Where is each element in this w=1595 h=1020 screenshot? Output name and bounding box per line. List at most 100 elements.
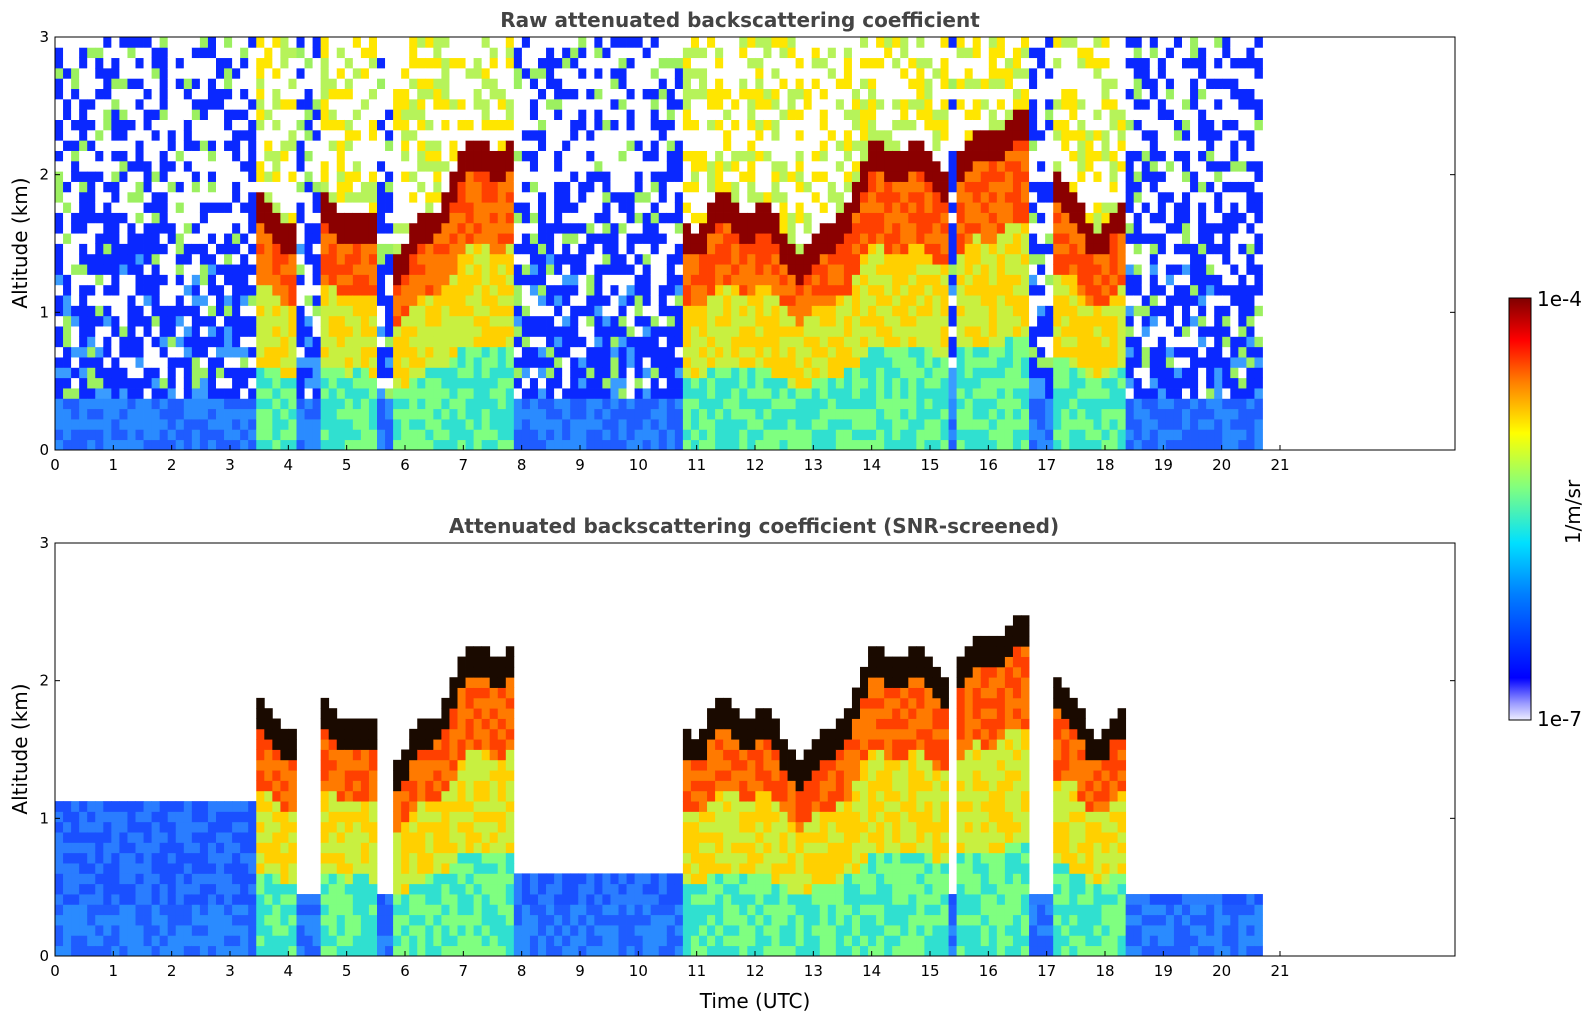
heatmap-cell bbox=[433, 367, 442, 379]
heatmap-cell bbox=[1004, 37, 1014, 48]
heatmap-cell bbox=[1012, 78, 1022, 90]
heatmap-cell bbox=[1037, 429, 1046, 441]
heatmap-cell bbox=[288, 119, 297, 131]
heatmap-cell bbox=[304, 37, 313, 48]
heatmap-cell bbox=[441, 47, 450, 59]
heatmap-cell bbox=[1045, 88, 1054, 100]
heatmap-cell bbox=[151, 150, 161, 162]
heatmap-cell bbox=[175, 253, 185, 265]
heatmap-cell bbox=[143, 439, 152, 451]
heatmap-cell bbox=[87, 388, 96, 399]
heatmap-cell bbox=[795, 429, 805, 441]
heatmap-cell bbox=[618, 171, 627, 182]
heatmap-cell bbox=[602, 253, 611, 265]
heatmap-cell bbox=[747, 357, 756, 368]
heatmap-cell bbox=[835, 78, 845, 90]
heatmap-cell bbox=[1037, 171, 1046, 182]
heatmap-cell bbox=[95, 253, 104, 265]
heatmap-cell bbox=[964, 212, 974, 224]
heatmap-cell bbox=[385, 233, 394, 244]
heatmap-cell bbox=[103, 326, 112, 337]
heatmap-cell bbox=[1037, 439, 1046, 451]
heatmap-cell bbox=[908, 346, 917, 358]
heatmap-cell bbox=[964, 315, 974, 327]
heatmap-cell bbox=[690, 295, 700, 306]
heatmap-cell bbox=[513, 295, 523, 306]
heatmap-cell bbox=[674, 284, 684, 296]
heatmap-cell bbox=[1029, 202, 1038, 213]
heatmap-cell bbox=[63, 439, 72, 451]
heatmap-cell bbox=[980, 408, 990, 420]
heatmap-cell bbox=[554, 419, 563, 430]
heatmap-cell bbox=[860, 408, 869, 420]
heatmap-cell bbox=[79, 150, 88, 162]
heatmap-cell bbox=[529, 47, 539, 59]
heatmap-cell bbox=[473, 212, 483, 224]
heatmap-cell bbox=[1037, 98, 1046, 110]
heatmap-cell bbox=[425, 305, 434, 317]
heatmap-cell bbox=[232, 150, 241, 162]
heatmap-cell bbox=[851, 419, 861, 430]
heatmap-cell bbox=[731, 346, 740, 358]
heatmap-cell bbox=[248, 129, 257, 141]
heatmap-cell bbox=[787, 78, 796, 90]
heatmap-cell bbox=[135, 191, 144, 203]
heatmap-cell bbox=[538, 57, 547, 69]
heatmap-cell bbox=[980, 212, 990, 224]
heatmap-cell bbox=[344, 191, 354, 203]
heatmap-cell bbox=[900, 171, 909, 182]
heatmap-cell bbox=[127, 264, 136, 275]
heatmap-cell bbox=[666, 357, 676, 368]
heatmap-cell bbox=[650, 129, 660, 141]
heatmap-cell bbox=[723, 109, 732, 120]
heatmap-cell bbox=[900, 305, 909, 317]
heatmap-cell bbox=[723, 274, 732, 286]
heatmap-cell bbox=[449, 212, 458, 224]
heatmap-cell bbox=[320, 78, 330, 90]
heatmap-cell bbox=[996, 253, 1006, 265]
heatmap-cell bbox=[489, 439, 499, 451]
heatmap-cell bbox=[425, 119, 434, 131]
heatmap-cell bbox=[690, 37, 700, 48]
heatmap-cell bbox=[167, 346, 177, 358]
heatmap-cell bbox=[843, 305, 853, 317]
heatmap-cell bbox=[860, 388, 869, 399]
heatmap-cell bbox=[1037, 315, 1046, 327]
heatmap-cell bbox=[972, 388, 982, 399]
heatmap-cell bbox=[240, 357, 249, 368]
heatmap-cell bbox=[1004, 243, 1014, 255]
heatmap-cell bbox=[554, 388, 563, 399]
heatmap-cell bbox=[135, 57, 144, 69]
heatmap-cell bbox=[851, 67, 861, 79]
heatmap-cell bbox=[1037, 274, 1046, 286]
heatmap-cell bbox=[328, 408, 338, 420]
heatmap-cell bbox=[87, 37, 96, 48]
heatmap-cell bbox=[417, 160, 426, 172]
heatmap-cell bbox=[199, 284, 209, 296]
heatmap-cell bbox=[1004, 315, 1014, 327]
heatmap-cell bbox=[240, 160, 249, 172]
heatmap-cell bbox=[240, 243, 249, 255]
heatmap-cell bbox=[513, 243, 523, 255]
heatmap-cell bbox=[481, 171, 491, 182]
heatmap-cell bbox=[207, 109, 217, 120]
heatmap-cell bbox=[795, 284, 805, 296]
heatmap-cell bbox=[1021, 119, 1030, 131]
heatmap-cell bbox=[779, 388, 788, 399]
heatmap-cell bbox=[658, 57, 668, 69]
heatmap-cell bbox=[95, 326, 104, 337]
heatmap-cell bbox=[280, 222, 289, 234]
heatmap-cell bbox=[610, 305, 619, 317]
heatmap-cell bbox=[344, 315, 354, 327]
heatmap-cell bbox=[1029, 377, 1038, 389]
heatmap-cell bbox=[570, 222, 579, 234]
heatmap-cell bbox=[1037, 37, 1046, 48]
heatmap-cell bbox=[280, 305, 289, 317]
heatmap-cell bbox=[562, 305, 571, 317]
heatmap-cell bbox=[827, 388, 837, 399]
heatmap-cell bbox=[360, 346, 370, 358]
heatmap-cell bbox=[811, 37, 821, 48]
heatmap-cell bbox=[360, 439, 370, 451]
heatmap-cell bbox=[529, 315, 539, 327]
heatmap-cell bbox=[755, 336, 764, 348]
